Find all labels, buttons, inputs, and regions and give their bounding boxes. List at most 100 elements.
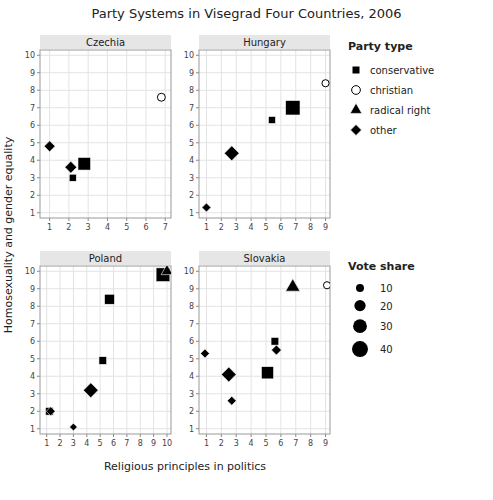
- grid-line: [100, 266, 101, 434]
- panel: Czechia123456712345678910: [25, 35, 171, 232]
- legend-label: conservative: [370, 65, 434, 76]
- tick-label: 6: [278, 439, 283, 448]
- grid-line: [199, 323, 330, 324]
- grid-line: [40, 288, 171, 289]
- grid-line: [166, 266, 167, 434]
- tick-label: 5: [98, 439, 103, 448]
- tick-label: 3: [234, 439, 239, 448]
- panel-title: Czechia: [86, 37, 125, 48]
- legend-key: [351, 125, 362, 136]
- tick-label: 6: [278, 223, 283, 232]
- grid-line: [199, 160, 330, 161]
- tick-label: 5: [124, 223, 129, 232]
- tick-label: 6: [30, 121, 35, 130]
- size-key: [353, 319, 367, 333]
- grid-line: [310, 50, 311, 218]
- legend-key: [352, 66, 360, 74]
- size-key: [352, 341, 368, 357]
- tick-label: 1: [189, 425, 194, 434]
- grid-line: [40, 271, 171, 272]
- tick-label: 1: [30, 425, 35, 434]
- title: Party Systems in Visegrad Four Countries…: [91, 6, 401, 21]
- tick-label: 6: [111, 439, 116, 448]
- tick-label: 5: [189, 355, 194, 364]
- tick-label: 2: [58, 439, 63, 448]
- size-key: [354, 300, 365, 311]
- tick-label: 1: [47, 223, 52, 232]
- size-legend: Vote share10203040: [348, 260, 415, 357]
- tick-label: 7: [189, 104, 194, 113]
- tick-label: 8: [30, 302, 35, 311]
- tick-label: 7: [30, 320, 35, 329]
- tick-label: 7: [189, 320, 194, 329]
- grid-line: [199, 411, 330, 412]
- grid-line: [325, 266, 326, 434]
- tick-label: 5: [30, 355, 35, 364]
- party-point: [44, 141, 55, 152]
- grid-line: [236, 266, 237, 434]
- plot-area: [40, 50, 171, 218]
- points: [44, 93, 165, 181]
- tick-label: 8: [189, 302, 194, 311]
- party-point: [70, 423, 78, 431]
- grid-line: [199, 195, 330, 196]
- tick-label: 3: [71, 439, 76, 448]
- frame: [40, 266, 171, 434]
- party-point: [157, 93, 165, 101]
- tick-label: 8: [189, 86, 194, 95]
- grid-line: [86, 266, 87, 434]
- y-axis-label: Homosexuality and gender equality: [2, 136, 15, 333]
- grid-line: [199, 177, 330, 178]
- party-point: [200, 349, 209, 358]
- tick-label: 9: [323, 439, 328, 448]
- grid-line: [199, 107, 330, 108]
- points: [45, 266, 171, 431]
- grid-line: [40, 125, 171, 126]
- grid-line: [40, 323, 171, 324]
- grid-line: [140, 266, 141, 434]
- panel: Hungary12345678912345678910: [184, 35, 330, 232]
- legend-label: other: [370, 125, 398, 136]
- grid-line: [40, 306, 171, 307]
- grid-line: [68, 50, 69, 218]
- strip: [199, 35, 330, 49]
- plot-area: [40, 266, 171, 434]
- tick-label: 4: [30, 372, 35, 381]
- legend-key: [350, 103, 362, 113]
- grid-line: [60, 266, 61, 434]
- party-point: [261, 367, 273, 379]
- grid-line: [40, 55, 171, 56]
- tick-label: 8: [308, 439, 313, 448]
- frame: [40, 50, 171, 218]
- grid-line: [126, 50, 127, 218]
- grid-line: [73, 266, 74, 434]
- tick-label: 1: [204, 223, 209, 232]
- party-point: [65, 161, 77, 173]
- party-point: [161, 266, 171, 275]
- grid-line: [199, 341, 330, 342]
- grid-line: [153, 266, 154, 434]
- tick-label: 10: [184, 267, 194, 276]
- party-point: [83, 383, 98, 398]
- grid-line: [40, 411, 171, 412]
- tick-label: 2: [219, 223, 224, 232]
- grid-line: [206, 50, 207, 218]
- chart: Party Systems in Visegrad Four Countries…: [0, 0, 493, 500]
- grid-line: [126, 266, 127, 434]
- grid-line: [199, 428, 330, 429]
- grid-line: [199, 358, 330, 359]
- tick-label: 1: [189, 209, 194, 218]
- legend-title: Vote share: [348, 260, 415, 273]
- grid-line: [40, 376, 171, 377]
- tick-label: 8: [138, 439, 143, 448]
- grid-line: [199, 306, 330, 307]
- grid-line: [113, 266, 114, 434]
- tick-label: 10: [162, 439, 172, 448]
- grid-line: [325, 50, 326, 218]
- strip: [40, 35, 171, 49]
- party-point: [268, 116, 275, 123]
- tick-label: 9: [30, 285, 35, 294]
- grid-line: [40, 428, 171, 429]
- party-point: [224, 146, 239, 161]
- grid-line: [265, 50, 266, 218]
